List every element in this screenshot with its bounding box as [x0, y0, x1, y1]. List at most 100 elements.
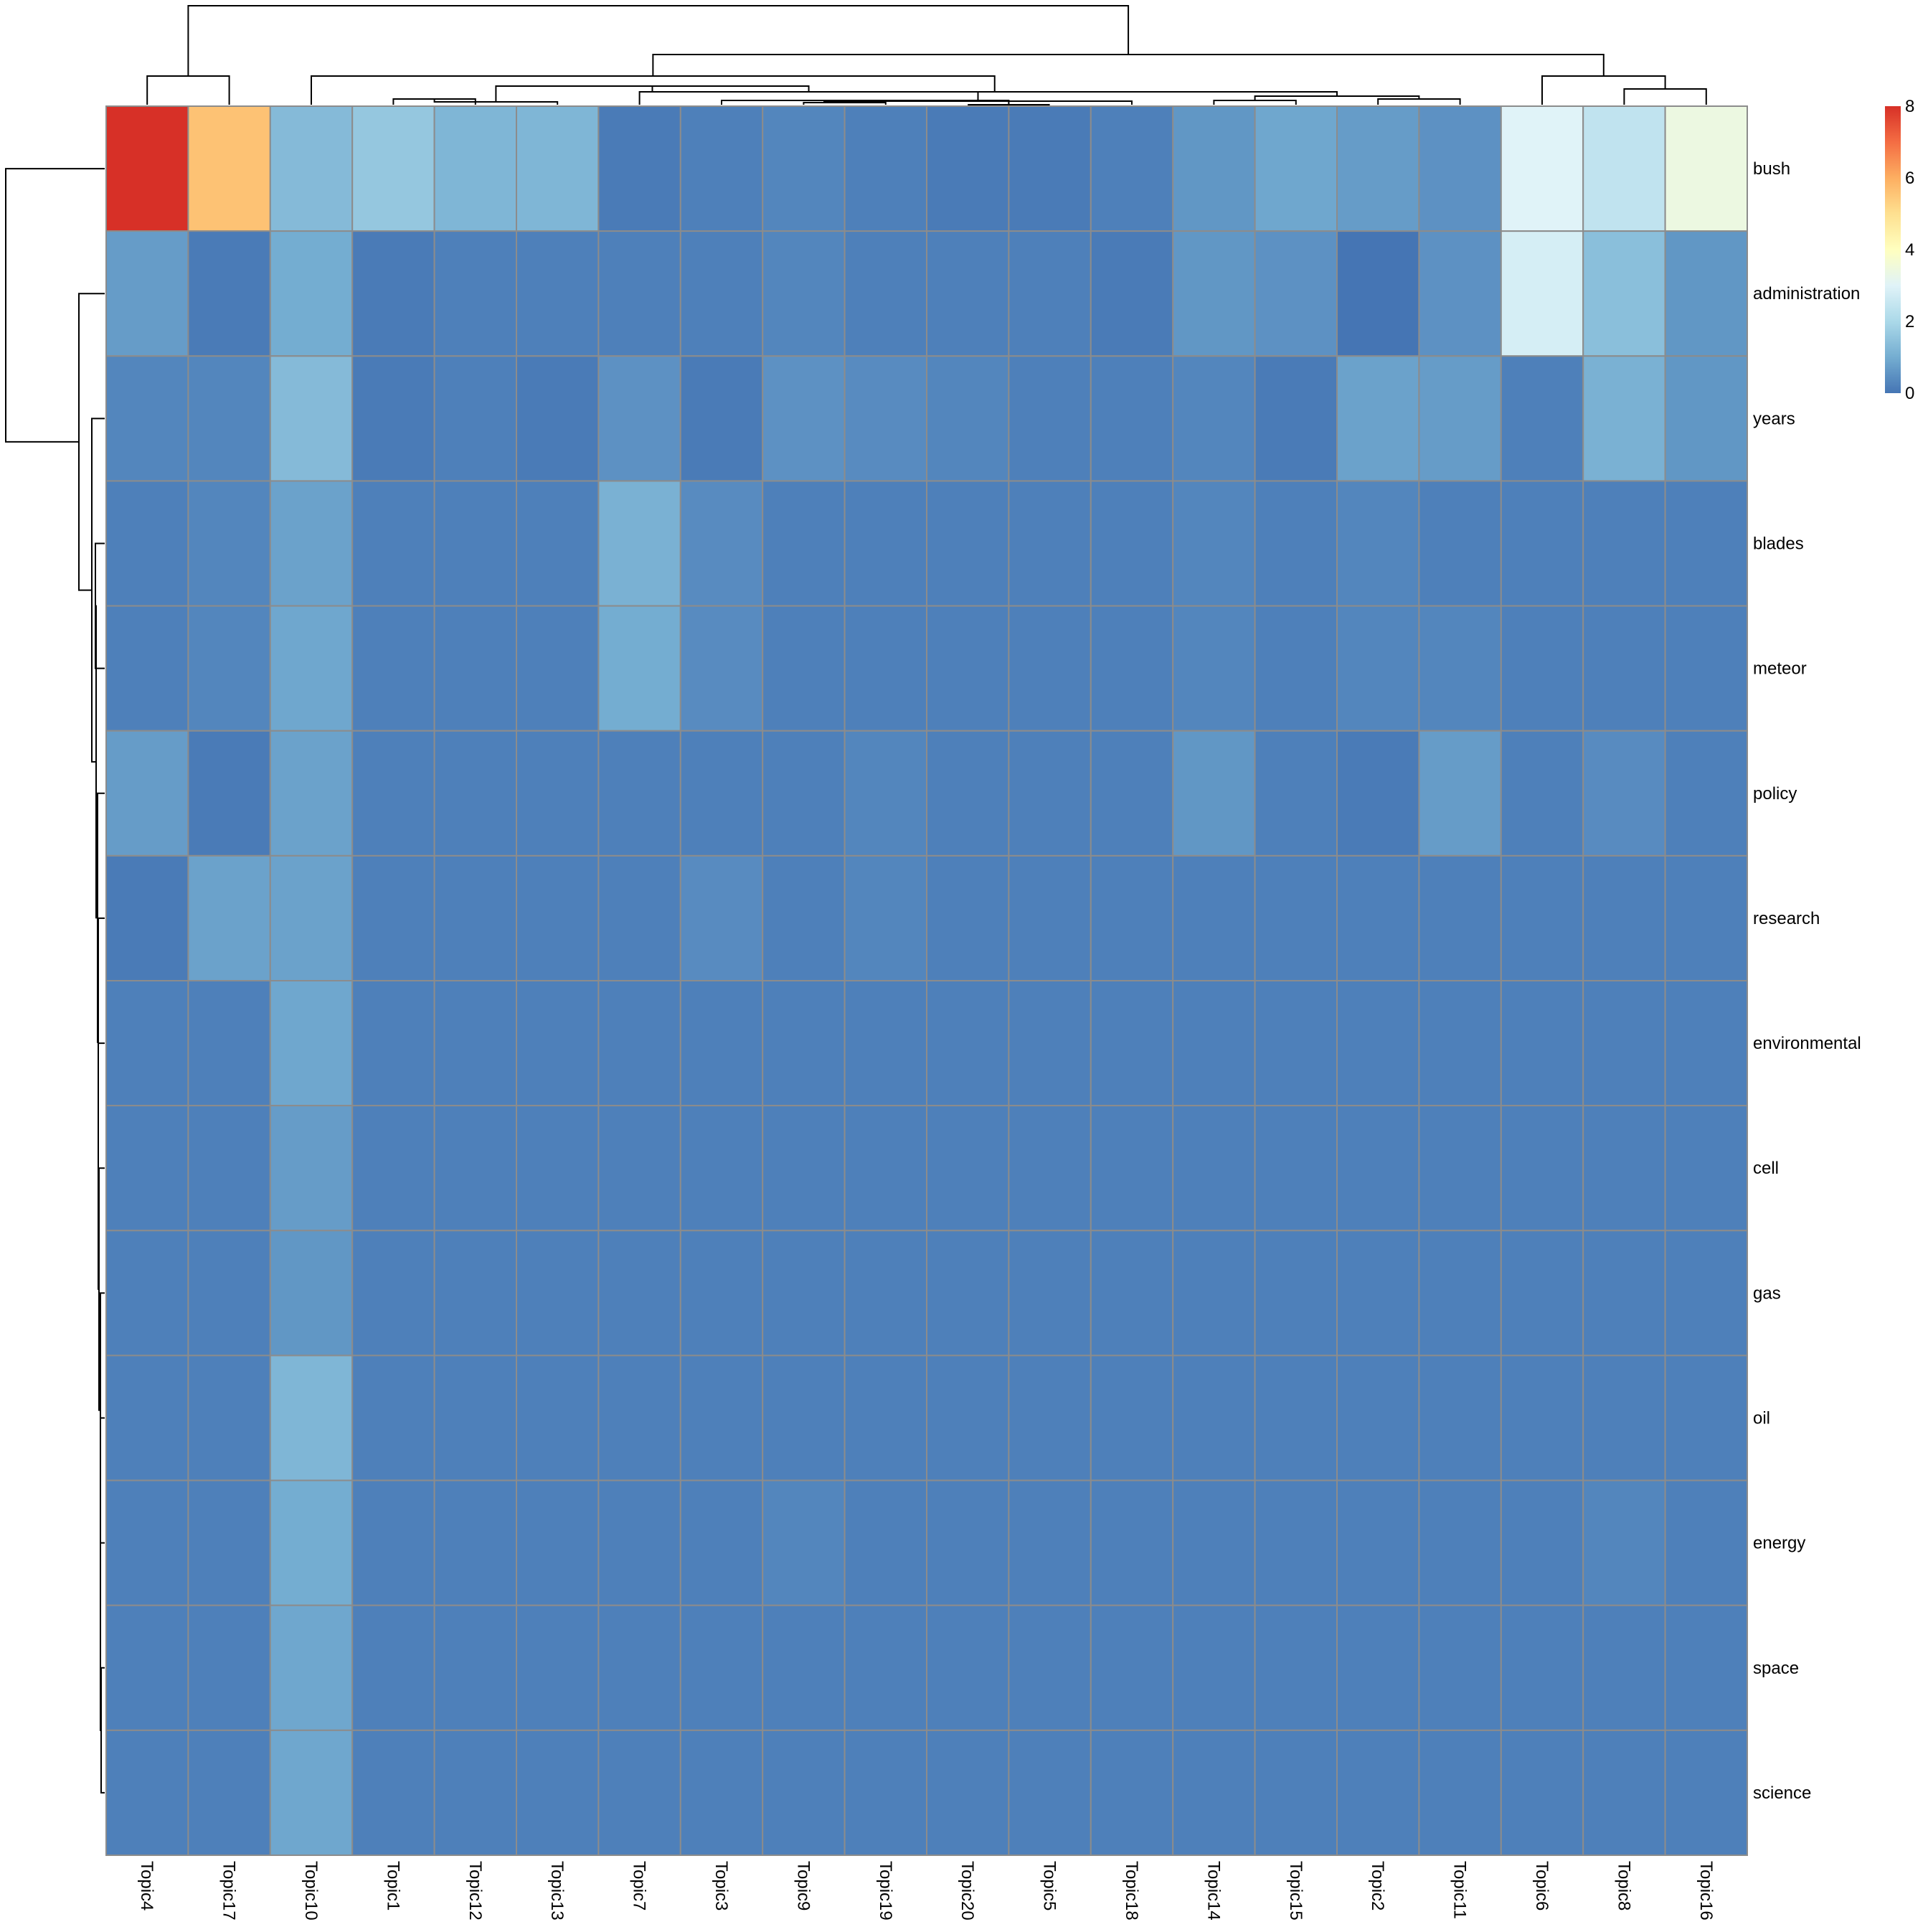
cell-meteor-Topic15: [1254, 605, 1338, 732]
cell-space-Topic12: [433, 1604, 517, 1731]
cell-environmental-Topic3: [679, 980, 764, 1107]
cell-science-Topic10: [269, 1729, 354, 1857]
cell-research-Topic2: [1336, 854, 1420, 981]
cell-cell-Topic10: [269, 1105, 354, 1232]
cell-environmental-Topic14: [1172, 980, 1256, 1107]
cell-environmental-Topic12: [433, 980, 517, 1107]
cell-years-Topic16: [1664, 355, 1749, 482]
cell-cell-Topic2: [1336, 1105, 1420, 1232]
cell-science-Topic1: [351, 1729, 435, 1857]
cell-years-Topic15: [1254, 355, 1338, 482]
cell-space-Topic16: [1664, 1604, 1749, 1731]
cell-space-Topic18: [1090, 1604, 1174, 1731]
column-label-Topic6: Topic6: [1532, 1861, 1551, 1910]
cell-bush-Topic1: [351, 105, 435, 232]
cell-bush-Topic3: [679, 105, 764, 232]
cell-energy-Topic10: [269, 1479, 354, 1606]
cell-environmental-Topic20: [926, 980, 1010, 1107]
cell-gas-Topic13: [516, 1230, 600, 1357]
cell-bush-Topic7: [597, 105, 681, 232]
column-label-Topic18: Topic18: [1122, 1861, 1141, 1921]
cell-meteor-Topic3: [679, 605, 764, 732]
col-link-3: [1541, 75, 1666, 105]
cell-oil-Topic16: [1664, 1354, 1749, 1481]
cell-meteor-Topic12: [433, 605, 517, 732]
cell-meteor-Topic7: [597, 605, 681, 732]
cell-energy-Topic18: [1090, 1479, 1174, 1606]
cell-meteor-Topic17: [187, 605, 271, 732]
cell-environmental-Topic19: [844, 980, 927, 1107]
cell-bush-Topic16: [1664, 105, 1749, 232]
cell-gas-Topic15: [1254, 1230, 1338, 1357]
row-dendrogram: [5, 168, 105, 1794]
cell-cell-Topic16: [1664, 1105, 1749, 1232]
legend-tick-8: 8: [1905, 97, 1914, 116]
column-label-Topic8: Topic8: [1614, 1861, 1633, 1910]
cell-space-Topic13: [516, 1604, 600, 1731]
row-label-environmental: environmental: [1753, 1034, 1861, 1053]
cell-cell-Topic6: [1500, 1105, 1584, 1232]
cell-meteor-Topic10: [269, 605, 354, 732]
cell-environmental-Topic2: [1336, 980, 1420, 1107]
row-label-years: years: [1753, 409, 1795, 428]
cell-blades-Topic6: [1500, 480, 1584, 607]
cell-space-Topic5: [1008, 1604, 1092, 1731]
legend-tick-2: 2: [1905, 312, 1914, 331]
col-link-5: [803, 102, 887, 105]
cell-gas-Topic20: [926, 1230, 1010, 1357]
cell-administration-Topic18: [1090, 230, 1174, 357]
cell-blades-Topic3: [679, 480, 764, 607]
cell-research-Topic6: [1500, 854, 1584, 981]
cell-policy-Topic18: [1090, 730, 1174, 857]
row-label-administration: administration: [1753, 284, 1860, 303]
cell-space-Topic20: [926, 1604, 1010, 1731]
row-label-energy: energy: [1753, 1534, 1805, 1553]
column-label-Topic17: Topic17: [219, 1861, 239, 1921]
cell-research-Topic13: [516, 854, 600, 981]
cell-gas-Topic10: [269, 1230, 354, 1357]
cell-years-Topic13: [516, 355, 600, 482]
cell-research-Topic14: [1172, 854, 1256, 981]
col-link-14: [1377, 98, 1461, 105]
cell-research-Topic1: [351, 854, 435, 981]
row-label-meteor: meteor: [1753, 659, 1807, 679]
cell-administration-Topic9: [762, 230, 846, 357]
cell-administration-Topic10: [269, 230, 354, 357]
cell-blades-Topic5: [1008, 480, 1092, 607]
cell-gas-Topic11: [1418, 1230, 1502, 1357]
cell-blades-Topic10: [269, 480, 354, 607]
cell-environmental-Topic4: [105, 980, 189, 1107]
cell-cell-Topic3: [679, 1105, 764, 1232]
cell-energy-Topic9: [762, 1479, 846, 1606]
column-label-Topic7: Topic7: [630, 1861, 649, 1910]
cell-environmental-Topic8: [1582, 980, 1666, 1107]
cell-blades-Topic13: [516, 480, 600, 607]
cell-policy-Topic10: [269, 730, 354, 857]
cell-gas-Topic1: [351, 1230, 435, 1357]
cell-space-Topic11: [1418, 1604, 1502, 1731]
row-label-research: research: [1753, 909, 1820, 928]
column-label-Topic14: Topic14: [1204, 1861, 1223, 1921]
cell-blades-Topic4: [105, 480, 189, 607]
cell-cell-Topic9: [762, 1105, 846, 1232]
cell-science-Topic6: [1500, 1729, 1584, 1857]
cell-oil-Topic1: [351, 1354, 435, 1481]
cell-energy-Topic8: [1582, 1479, 1666, 1606]
cell-research-Topic7: [597, 854, 681, 981]
cell-administration-Topic6: [1500, 230, 1584, 357]
row-label-blades: blades: [1753, 534, 1804, 554]
cell-oil-Topic11: [1418, 1354, 1502, 1481]
cell-policy-Topic14: [1172, 730, 1256, 857]
cell-oil-Topic12: [433, 1354, 517, 1481]
cell-science-Topic8: [1582, 1729, 1666, 1857]
cell-space-Topic3: [679, 1604, 764, 1731]
cell-research-Topic4: [105, 854, 189, 981]
cell-bush-Topic14: [1172, 105, 1256, 232]
cell-years-Topic8: [1582, 355, 1666, 482]
cell-years-Topic19: [844, 355, 927, 482]
legend-tick-6: 6: [1905, 169, 1914, 188]
cell-gas-Topic9: [762, 1230, 846, 1357]
row-label-policy: policy: [1753, 784, 1797, 804]
cell-science-Topic3: [679, 1729, 764, 1857]
